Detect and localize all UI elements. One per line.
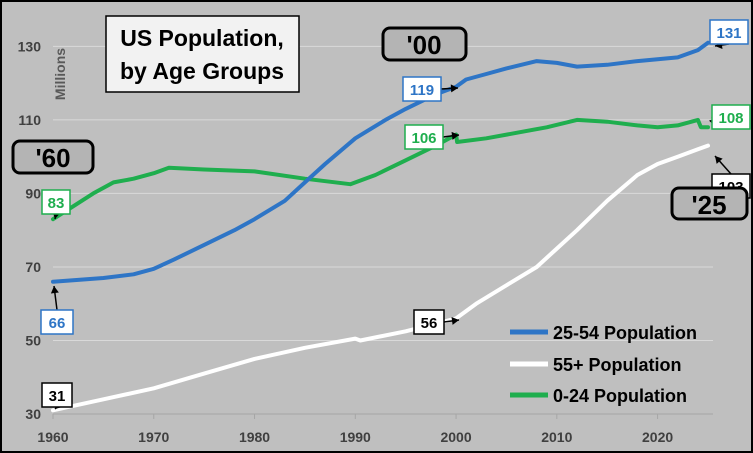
- callout-box-25-54-population-2025: [709, 19, 749, 45]
- era-label-2000: '00: [406, 30, 441, 60]
- callout-arrowhead-25-54-population-2000: [450, 84, 458, 93]
- x-tick-label-1990: 1990: [340, 429, 371, 445]
- x-tick-label-1970: 1970: [138, 429, 169, 445]
- y-tick-label-50: 50: [25, 332, 41, 348]
- era-label-1960: '60: [35, 143, 70, 173]
- x-tick-label-2010: 2010: [541, 429, 572, 445]
- callout-box-0-24-population-2000: [404, 124, 444, 150]
- data-label-25-54-population-2000: 119: [410, 82, 434, 99]
- data-label-25-54-population-1960: 66: [49, 315, 66, 332]
- data-label-55-population-2000: 56: [421, 315, 438, 332]
- title-box: [105, 15, 300, 93]
- x-tick-label-2000: 2000: [440, 429, 471, 445]
- callout-box-25-54-population-2000: [402, 76, 442, 102]
- series-line-55-population: [51, 143, 710, 413]
- y-tick-label-90: 90: [25, 185, 41, 201]
- y-tick-label-130: 130: [18, 38, 42, 54]
- data-label-25-54-population-2025: 131: [716, 25, 741, 42]
- callout-box-55-population-2000: [413, 309, 445, 335]
- era-box-1960: [11, 139, 95, 175]
- data-label-0-24-population-1960: 83: [48, 195, 65, 212]
- y-axis-label: Millions: [52, 48, 68, 100]
- y-tick-label-30: 30: [25, 406, 41, 422]
- x-tick-label-2020: 2020: [642, 429, 673, 445]
- callout-box-25-54-population-1960: [40, 309, 74, 335]
- legend: 25-54 Population 55+ Population 0-24 Pop…: [510, 323, 697, 406]
- data-label-55-population-1960: 31: [49, 388, 66, 405]
- era-label-2025: '25: [691, 190, 726, 220]
- callout-arrowhead-55-population-2025: [715, 156, 723, 164]
- callout-box-0-24-population-2025: [711, 104, 751, 130]
- callout-box-0-24-population-1960: [41, 189, 71, 215]
- legend-label-0-24: 0-24 Population: [553, 386, 687, 406]
- y-tick-label-110: 110: [18, 112, 41, 128]
- data-label-0-24-population-2000: 106: [411, 130, 436, 147]
- legend-label-55-plus: 55+ Population: [553, 355, 682, 375]
- callout-arrowhead-55-population-2000: [451, 316, 459, 325]
- x-tick-label-1960: 1960: [37, 429, 68, 445]
- series-line-0-24-population: [51, 117, 710, 222]
- era-box-2025: [670, 186, 749, 221]
- y-tick-label-70: 70: [25, 259, 41, 275]
- x-tick-label-1980: 1980: [239, 429, 270, 445]
- callout-box-55-population-1960: [41, 382, 73, 408]
- data-label-0-24-population-2025: 108: [718, 110, 743, 127]
- callout-arrowhead-0-24-population-2000: [451, 131, 459, 140]
- chart-title-line-1: US Population,: [120, 25, 284, 51]
- era-box-2000: [381, 26, 468, 62]
- legend-label-25-54: 25-54 Population: [553, 323, 697, 343]
- chart-title-line-2: by Age Groups: [120, 58, 284, 84]
- callout-arrowhead-25-54-population-1960: [50, 286, 59, 294]
